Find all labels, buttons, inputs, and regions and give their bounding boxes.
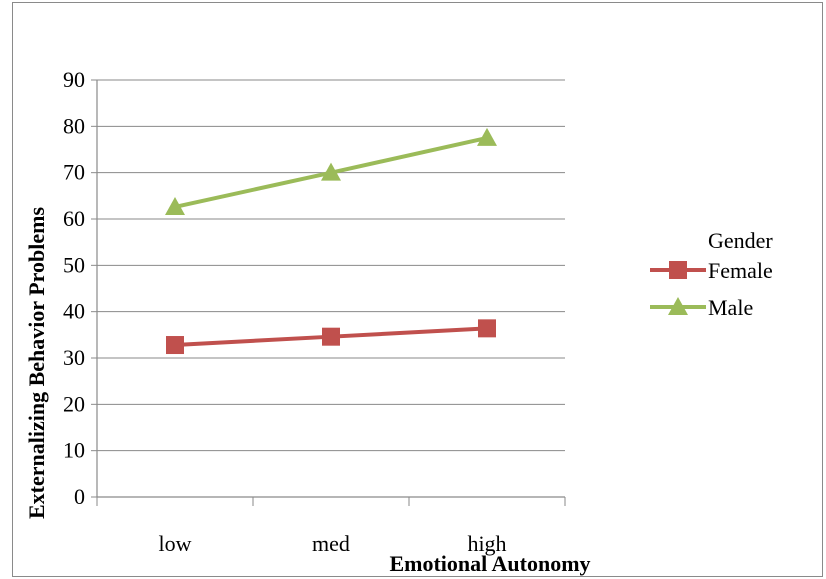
- y-tick-label: 20: [63, 391, 85, 416]
- x-tick-label-med: med: [312, 531, 350, 556]
- y-tick-label: 30: [63, 345, 85, 370]
- x-tick-label-low: low: [159, 531, 192, 556]
- y-tick-label: 50: [63, 252, 85, 277]
- series-female: [166, 319, 496, 355]
- data-point-female-high: [478, 319, 496, 338]
- data-point-male-low: [165, 196, 185, 215]
- data-point-male-high: [477, 127, 497, 146]
- x-tick-label-high: high: [467, 531, 506, 556]
- legend-label-female: Female: [708, 258, 773, 283]
- legend-marker-male: [668, 297, 688, 315]
- y-tick-label: 40: [63, 299, 85, 324]
- data-point-male-med: [321, 162, 341, 181]
- y-tick-label: 70: [63, 160, 85, 185]
- y-axis-title: Externalizing Behavior Problems: [24, 207, 49, 519]
- legend-marker-female: [669, 261, 687, 279]
- y-tick-label: 0: [74, 484, 85, 509]
- series-layer: [165, 127, 497, 355]
- y-tick-labels: 0 10 20 30 40 50 60 70 80 90: [63, 67, 85, 509]
- y-tick-label: 90: [63, 67, 85, 92]
- x-axis-title: Emotional Autonomy: [389, 551, 590, 576]
- legend-label-male: Male: [708, 295, 753, 320]
- y-tick-label: 60: [63, 206, 85, 231]
- series-male: [165, 127, 497, 215]
- y-tick-label: 80: [63, 113, 85, 138]
- gridlines: [91, 79, 566, 506]
- x-tick-labels: low med high: [159, 531, 507, 556]
- data-point-female-low: [166, 336, 184, 355]
- legend-title: Gender: [708, 228, 773, 253]
- legend: Gender Female Male: [650, 228, 773, 320]
- chart-frame: [12, 2, 823, 577]
- y-tick-label: 10: [63, 438, 85, 463]
- data-point-female-med: [322, 327, 340, 346]
